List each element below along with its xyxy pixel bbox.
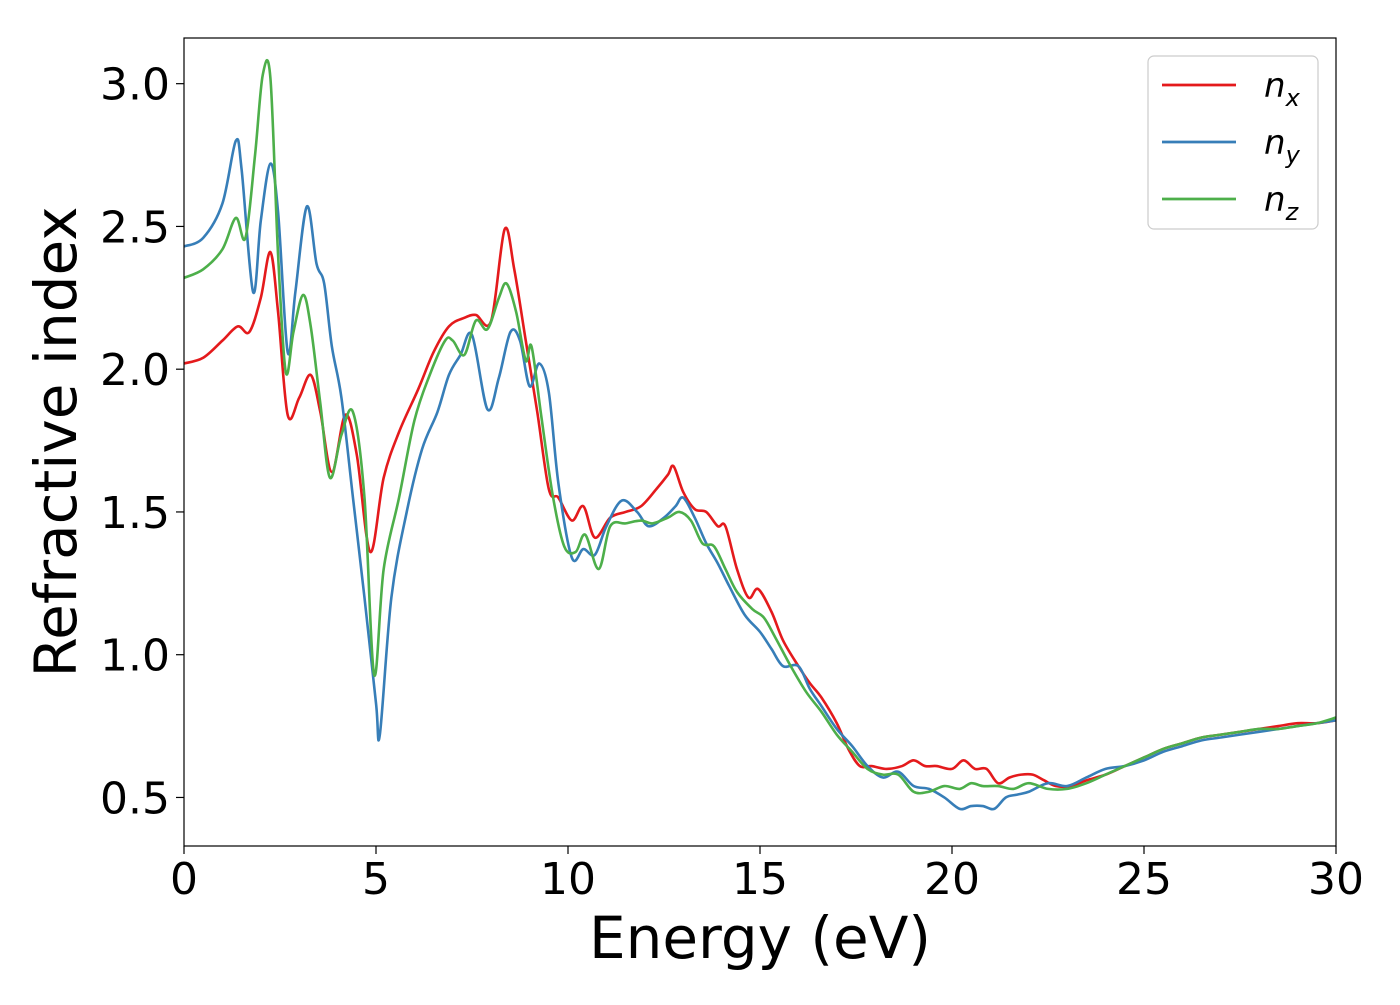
x-tick-label: 30 bbox=[1308, 854, 1364, 905]
x-tick-label: 0 bbox=[170, 854, 198, 905]
legend-label-subscript: x bbox=[1285, 84, 1301, 112]
legend-label-main: n bbox=[1264, 123, 1286, 163]
series-layer bbox=[184, 59, 1336, 811]
x-tick-label: 15 bbox=[732, 854, 788, 905]
y-tick-label: 1.0 bbox=[100, 631, 170, 682]
x-tick-label: 20 bbox=[924, 854, 980, 905]
y-tick-label: 0.5 bbox=[100, 773, 170, 824]
y-tick-label: 2.5 bbox=[100, 202, 170, 253]
legend-label-nx: nx bbox=[1264, 66, 1301, 112]
legend-label-subscript: z bbox=[1285, 198, 1300, 226]
y-axis-title: Refractive index bbox=[22, 206, 90, 677]
y-tick-label: 2.0 bbox=[100, 345, 170, 396]
series-line-nz bbox=[184, 59, 1336, 795]
y-axis-ticks: 0.5 1.0 1.5 2.0 2.5 3.0 bbox=[100, 60, 184, 824]
x-axis-ticks: 0 5 10 15 20 25 30 bbox=[170, 846, 1364, 905]
legend-label-main: n bbox=[1264, 66, 1286, 106]
y-tick-label: 1.5 bbox=[100, 488, 170, 539]
y-tick-label: 3.0 bbox=[100, 60, 170, 111]
legend-label-subscript: y bbox=[1285, 141, 1301, 169]
legend-label-nz: nz bbox=[1264, 180, 1300, 226]
legend-label-main: n bbox=[1264, 180, 1286, 220]
x-tick-label: 10 bbox=[540, 854, 596, 905]
x-axis-title: Energy (eV) bbox=[589, 904, 931, 972]
legend-label-ny: ny bbox=[1264, 123, 1301, 169]
x-tick-label: 25 bbox=[1116, 854, 1172, 905]
series-line-ny bbox=[184, 137, 1336, 811]
x-tick-label: 5 bbox=[362, 854, 390, 905]
